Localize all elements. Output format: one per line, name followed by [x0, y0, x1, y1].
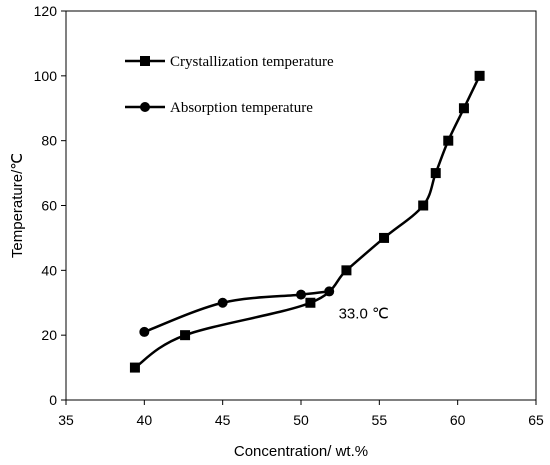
- x-axis-label: Concentration/ wt.%: [234, 443, 368, 460]
- legend: Crystallization temperature Absorption te…: [125, 54, 334, 116]
- x-tick-label: 35: [58, 412, 74, 428]
- x-tick-label: 50: [293, 412, 309, 428]
- data-point: [443, 135, 454, 146]
- data-point: [430, 168, 441, 179]
- data-point: [418, 200, 429, 211]
- annotation-label: 33.0 ℃: [339, 305, 389, 322]
- data-point: [458, 103, 469, 114]
- y-axis-label: Temperature/℃: [9, 153, 26, 258]
- x-tick-label: 40: [137, 412, 153, 428]
- x-tick-label: 65: [528, 412, 544, 428]
- y-tick-label: 120: [34, 3, 58, 19]
- legend-label: Absorption temperature: [170, 100, 313, 116]
- series-crystallization: [129, 70, 485, 373]
- y-tick-label: 100: [34, 68, 58, 84]
- series-layer: [129, 70, 485, 373]
- axis-ticks: 35 40 45 50 55 60 65 0 20 40 60 80 100 120: [34, 3, 544, 428]
- legend-marker: [140, 102, 150, 112]
- y-tick-label: 20: [41, 327, 57, 343]
- x-tick-label: 60: [450, 412, 466, 428]
- legend-item: Absorption temperature: [125, 100, 313, 116]
- data-point: [296, 289, 306, 300]
- series-absorption: [139, 286, 335, 337]
- y-tick-label: 0: [49, 392, 57, 408]
- data-point: [139, 326, 150, 337]
- data-point: [217, 297, 228, 308]
- legend-marker: [140, 56, 150, 66]
- y-tick-label: 60: [41, 198, 57, 214]
- y-tick-label: 80: [41, 133, 57, 149]
- data-point: [180, 330, 191, 341]
- data-point: [129, 362, 140, 373]
- legend-item: Crystallization temperature: [125, 54, 334, 70]
- annotations: 33.0 ℃: [339, 305, 389, 322]
- legend-label: Crystallization temperature: [170, 54, 334, 70]
- data-point: [305, 297, 316, 308]
- series-line: [143, 290, 330, 334]
- series-line: [134, 75, 481, 369]
- data-point: [379, 232, 390, 243]
- x-tick-label: 45: [215, 412, 231, 428]
- y-tick-label: 40: [41, 262, 57, 278]
- x-tick-label: 55: [372, 412, 388, 428]
- data-point: [474, 70, 485, 81]
- data-point: [341, 265, 352, 276]
- data-point: [324, 286, 335, 297]
